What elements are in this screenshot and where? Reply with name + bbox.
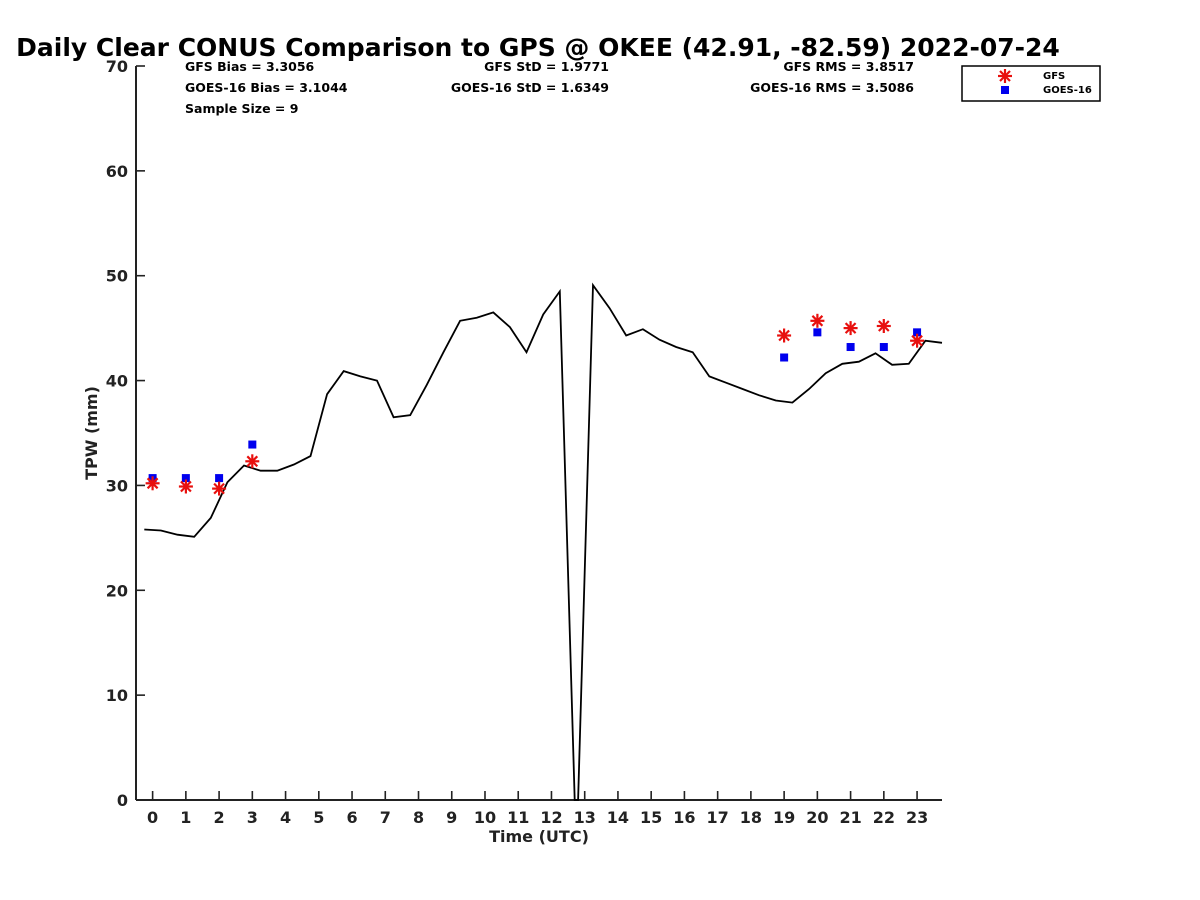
- goes16-point: [181, 474, 190, 483]
- x-tick-label: 19: [773, 808, 795, 827]
- goes16-point: [913, 328, 922, 337]
- x-tick-group: 0 1 2 3 4 5 6 7 8 9 10 11 12 13 14 15 16 17 18 19 20 21 22 23: [147, 791, 928, 827]
- y-tick-label: 60: [106, 162, 128, 181]
- x-tick-label: 10: [474, 808, 496, 827]
- goes16-point: [879, 343, 888, 352]
- goes16-point: [215, 474, 224, 483]
- gps-tpw-line: [144, 282, 943, 801]
- x-tick-label: 8: [413, 808, 424, 827]
- x-tick-label: 5: [313, 808, 324, 827]
- x-tick-label: 14: [607, 808, 629, 827]
- goes-bias-stat: GOES-16 Bias = 3.1044: [185, 80, 348, 95]
- legend-goes-marker: [1001, 86, 1009, 94]
- legend: GFS GOES-16: [961, 65, 1101, 102]
- chart-title: Daily Clear CONUS Comparison to GPS @ OK…: [16, 33, 1060, 62]
- gfs-std-stat: GFS StD = 1.9771: [484, 59, 609, 74]
- x-tick-label: 18: [740, 808, 762, 827]
- x-tick-label: 15: [640, 808, 662, 827]
- x-tick-label: 9: [446, 808, 457, 827]
- sample-size-stat: Sample Size = 9: [185, 101, 298, 116]
- x-tick-label: 6: [346, 808, 357, 827]
- x-tick-label: 16: [673, 808, 695, 827]
- plot-axes: [135, 66, 942, 801]
- gfs-point: [212, 481, 227, 496]
- x-tick-label: 2: [214, 808, 225, 827]
- gfs-point: [245, 454, 260, 469]
- legend-goes-label: GOES-16: [1043, 85, 1092, 96]
- gfs-rms-stat: GFS RMS = 3.8517: [783, 59, 914, 74]
- x-tick-label: 3: [247, 808, 258, 827]
- x-tick-label: 13: [574, 808, 596, 827]
- goes16-point: [813, 328, 822, 337]
- x-tick-label: 17: [707, 808, 729, 827]
- x-tick-label: 7: [380, 808, 391, 827]
- goes-std-stat: GOES-16 StD = 1.6349: [451, 80, 609, 95]
- x-tick-label: 4: [280, 808, 291, 827]
- x-axis-label: Time (UTC): [489, 827, 589, 846]
- y-axis-label: TPW (mm): [82, 386, 101, 480]
- legend-gfs-label: GFS: [1043, 71, 1065, 82]
- y-tick-label: 0: [117, 791, 128, 810]
- x-tick-label: 22: [873, 808, 895, 827]
- gfs-point: [777, 328, 792, 343]
- y-tick-label: 30: [106, 476, 128, 495]
- plot-data: [144, 282, 943, 801]
- x-tick-label: 20: [806, 808, 828, 827]
- goes-rms-stat: GOES-16 RMS = 3.5086: [750, 80, 914, 95]
- x-tick-label: 23: [906, 808, 928, 827]
- x-tick-label: 1: [180, 808, 191, 827]
- legend-box: [961, 65, 1101, 102]
- gfs-bias-stat: GFS Bias = 3.3056: [185, 59, 315, 74]
- statistics-block: GFS Bias = 3.3056 GOES-16 Bias = 3.1044 …: [185, 59, 914, 116]
- legend-gfs-marker: [998, 69, 1012, 83]
- y-tick-label: 20: [106, 581, 128, 600]
- x-tick-label: 12: [540, 808, 562, 827]
- goes16-point: [248, 440, 257, 449]
- goes16-point: [846, 343, 855, 352]
- y-tick-label: 50: [106, 267, 128, 286]
- gfs-point: [178, 479, 193, 494]
- gfs-point: [810, 313, 825, 328]
- gfs-point: [843, 321, 858, 336]
- y-tick-label: 10: [106, 686, 128, 705]
- x-tick-label: 0: [147, 808, 158, 827]
- gfs-point: [145, 476, 160, 491]
- gfs-point: [876, 319, 891, 333]
- gfs-point: [910, 333, 925, 348]
- y-tick-label: 40: [106, 372, 128, 391]
- y-tick-label: 70: [106, 57, 128, 76]
- goes16-point: [780, 353, 789, 362]
- y-tick-group: 0 10 20 30 40 50 60 70: [106, 57, 145, 810]
- x-tick-label: 21: [839, 808, 861, 827]
- x-tick-label: 11: [507, 808, 529, 827]
